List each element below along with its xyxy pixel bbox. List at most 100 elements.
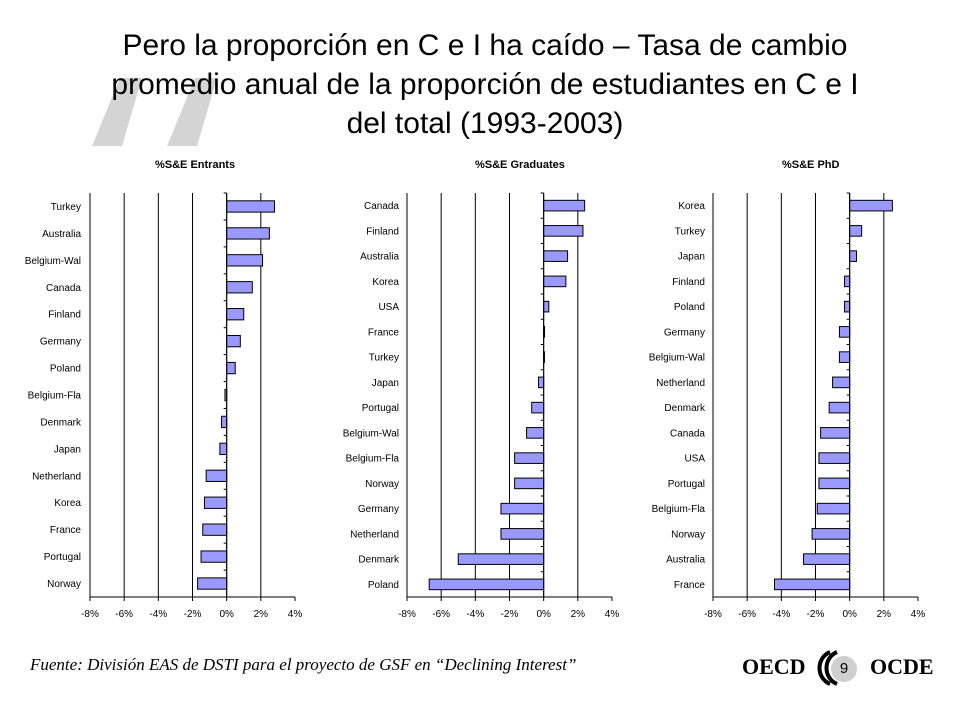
category-label: Portugal — [668, 479, 705, 490]
bar — [226, 281, 253, 294]
x-tick-label: -4% — [466, 609, 484, 620]
category-label: Poland — [50, 364, 81, 375]
bar — [774, 578, 851, 591]
bar — [226, 254, 264, 267]
bar — [226, 334, 241, 348]
category-label: Turkey — [675, 226, 705, 237]
chart-title: %S&E PhD — [782, 159, 840, 171]
category-label: Norway — [671, 529, 705, 540]
x-tick-label: -8% — [81, 609, 99, 620]
oecd-logo: OECD 9 OCDE — [742, 650, 942, 686]
category-label: Portugal — [362, 403, 399, 414]
x-tick-label: -4% — [772, 609, 790, 620]
category-label: Belgium-Fla — [652, 504, 706, 515]
category-label: Japan — [678, 252, 705, 263]
category-label: Turkey — [51, 202, 81, 213]
bar — [205, 469, 228, 482]
bar — [543, 225, 584, 237]
bar — [531, 401, 545, 414]
slide-title: Pero la proporción en C e I ha caído – T… — [60, 26, 910, 143]
bar — [849, 199, 893, 212]
category-label: Australia — [666, 555, 705, 566]
slide-title-line: del total (1993-2003) — [346, 107, 624, 140]
category-label: Korea — [372, 277, 399, 288]
chart-2: %S&E PhD -8% -6% -4% -2% 0% 2% 4% Korea Turkey Jap… — [649, 159, 926, 620]
category-label: Finland — [48, 310, 81, 321]
bar — [197, 577, 228, 590]
category-label: Canada — [670, 428, 705, 439]
bar — [428, 578, 545, 591]
x-tick-label: -4% — [149, 609, 167, 620]
bar — [828, 401, 851, 414]
category-label: Portugal — [44, 552, 81, 563]
category-label: Japan — [372, 378, 399, 389]
category-label: Netherland — [656, 378, 705, 389]
bar — [818, 452, 851, 464]
category-label: Denmark — [358, 555, 400, 566]
category-label: Poland — [368, 580, 399, 591]
category-label: Australia — [360, 252, 399, 263]
chart-1: %S&E Graduates -8% -6% -4% -2% 0% 2% 4% Canada Fi… — [343, 159, 620, 620]
category-label: USA — [378, 302, 399, 313]
bar — [514, 477, 545, 490]
quote-mark-decoration — [92, 78, 217, 146]
x-tick-label: 2% — [571, 609, 586, 620]
category-label: Norway — [47, 579, 81, 590]
bar — [200, 550, 228, 563]
x-tick-label: -2% — [807, 609, 825, 620]
bar — [202, 523, 228, 536]
slide-title-line: promedio anual de la proporción de estud… — [111, 68, 859, 101]
category-label: Denmark — [40, 417, 82, 428]
category-label: Germany — [664, 327, 705, 338]
chart-0: %S&E Entrants -8% -6% -4% -2% 0% 2% 4% Turkey Aus… — [25, 159, 303, 620]
bar — [543, 250, 569, 262]
category-label: France — [674, 580, 706, 591]
bar — [221, 415, 228, 429]
x-tick-label: 2% — [877, 609, 892, 620]
x-tick-label: 0% — [842, 609, 857, 620]
bar — [849, 225, 863, 237]
category-label: Finland — [366, 226, 399, 237]
x-tick-label: 0% — [536, 609, 551, 620]
category-label: Canada — [364, 201, 399, 212]
category-label: Turkey — [369, 353, 399, 364]
bar — [820, 427, 851, 439]
chart-title: %S&E Entrants — [155, 159, 235, 171]
x-tick-label: -2% — [184, 609, 202, 620]
bar — [818, 477, 851, 490]
logo-text-right: OCDE — [870, 654, 934, 679]
category-label: Netherland — [32, 471, 81, 482]
bar — [838, 351, 851, 363]
bar — [838, 326, 851, 338]
bar — [226, 227, 270, 240]
category-label: Norway — [365, 479, 399, 490]
bar — [457, 553, 545, 565]
x-tick-label: 0% — [219, 609, 234, 620]
x-tick-label: -8% — [704, 609, 722, 620]
category-label: Canada — [46, 283, 81, 294]
x-tick-label: -8% — [398, 609, 416, 620]
bar — [811, 528, 851, 540]
bar — [219, 442, 228, 456]
x-tick-label: 4% — [288, 609, 303, 620]
bar — [500, 502, 545, 515]
bar — [543, 199, 586, 212]
x-tick-label: 4% — [911, 609, 926, 620]
category-label: France — [50, 525, 82, 536]
bar — [203, 496, 228, 509]
bar — [526, 427, 545, 439]
category-label: Belgium-Wal — [25, 256, 81, 267]
logo-bracket-icon — [817, 650, 838, 686]
bar — [849, 250, 858, 262]
category-label: USA — [684, 454, 705, 465]
category-label: Netherland — [350, 529, 399, 540]
bar — [803, 553, 851, 565]
bar — [500, 528, 545, 540]
source-note: Fuente: División EAS de DSTI para el pro… — [30, 655, 577, 674]
bar — [514, 452, 545, 464]
bar — [226, 361, 236, 375]
bar — [844, 275, 851, 288]
category-label: Germany — [358, 504, 399, 515]
bar — [832, 376, 851, 389]
category-label: Korea — [678, 201, 705, 212]
